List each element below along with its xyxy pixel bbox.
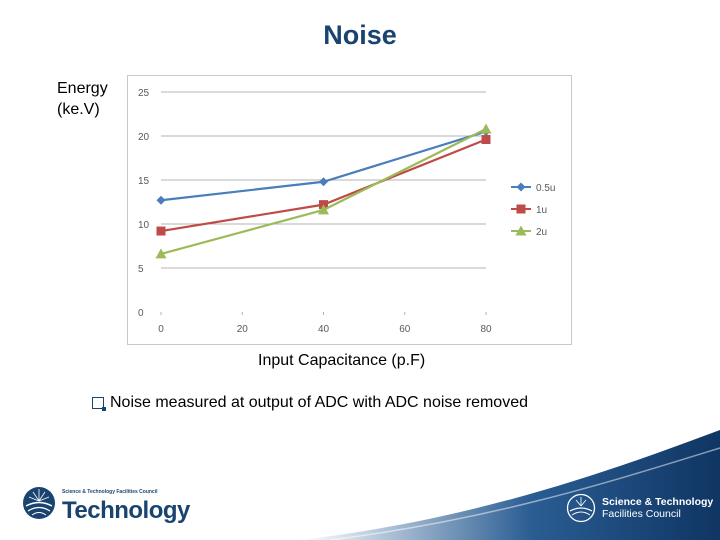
y-axis-label: Energy (ke.V) [57, 78, 108, 120]
x-axis-label: Input Capacitance (p.F) [258, 352, 426, 369]
x-tick-label-80: 80 [480, 324, 492, 335]
x-tick-label-40: 40 [318, 324, 330, 335]
y-tick-label-10: 10 [138, 220, 150, 231]
data-point-2u-80 [480, 123, 492, 134]
legend-marker-1u [516, 204, 526, 214]
bullet-box-icon [92, 397, 106, 411]
legend-marker-0.5u [516, 182, 526, 192]
logo-left-small-text: Science & Technology Facilities Council [62, 489, 158, 495]
y-tick-label-15: 15 [138, 176, 150, 187]
data-point-1u-0 [156, 226, 166, 236]
y-tick-label-25: 25 [138, 88, 150, 99]
page-title: Noise [323, 20, 397, 50]
stfc-technology-logo: Science & Technology Facilities Council … [22, 486, 190, 525]
logo-right-line1: Science & Technology [602, 496, 714, 508]
x-tick-label-20: 20 [237, 324, 249, 335]
legend-label-0.5u: 0.5u [536, 183, 555, 194]
stfc-emblem-icon [23, 487, 55, 519]
stfc-emblem-white-icon [566, 493, 596, 523]
data-point-0.5u-40 [319, 177, 328, 187]
bullet-text: Noise measured at output of ADC with ADC… [110, 394, 528, 411]
x-tick-label-0: 0 [158, 324, 164, 335]
x-tick-label-60: 60 [399, 324, 411, 335]
bullet-point: Noise measured at output of ADC with ADC… [92, 394, 528, 412]
y-tick-label-20: 20 [138, 132, 150, 143]
y-tick-label-0: 0 [138, 308, 144, 319]
swoosh-line [329, 447, 720, 540]
legend-label-1u: 1u [536, 205, 547, 216]
y-axis-label-line2: (ke.V) [57, 101, 100, 118]
chart-frame: 0 5 10 15 20 25 0 20 40 60 80 0.5u 1u 2u [127, 75, 572, 345]
legend-marker-2u [515, 225, 527, 236]
legend-label-2u: 2u [536, 227, 547, 238]
data-point-2u-0 [155, 248, 167, 259]
y-axis-label-line1: Energy [57, 80, 108, 97]
y-tick-label-5: 5 [138, 264, 144, 275]
data-point-1u-80 [481, 135, 491, 145]
logo-right-line2: Facilities Council [602, 508, 681, 520]
swoosh-shape [300, 430, 720, 540]
noise-chart: 0 5 10 15 20 25 0 20 40 60 80 0.5u 1u 2u [138, 88, 555, 335]
logo-left-big-text: Technology [62, 497, 190, 524]
stfc-council-logo: Science & Technology Facilities Council [566, 493, 713, 523]
data-point-0.5u-0 [156, 195, 166, 205]
data-point-2u-40 [318, 204, 329, 215]
